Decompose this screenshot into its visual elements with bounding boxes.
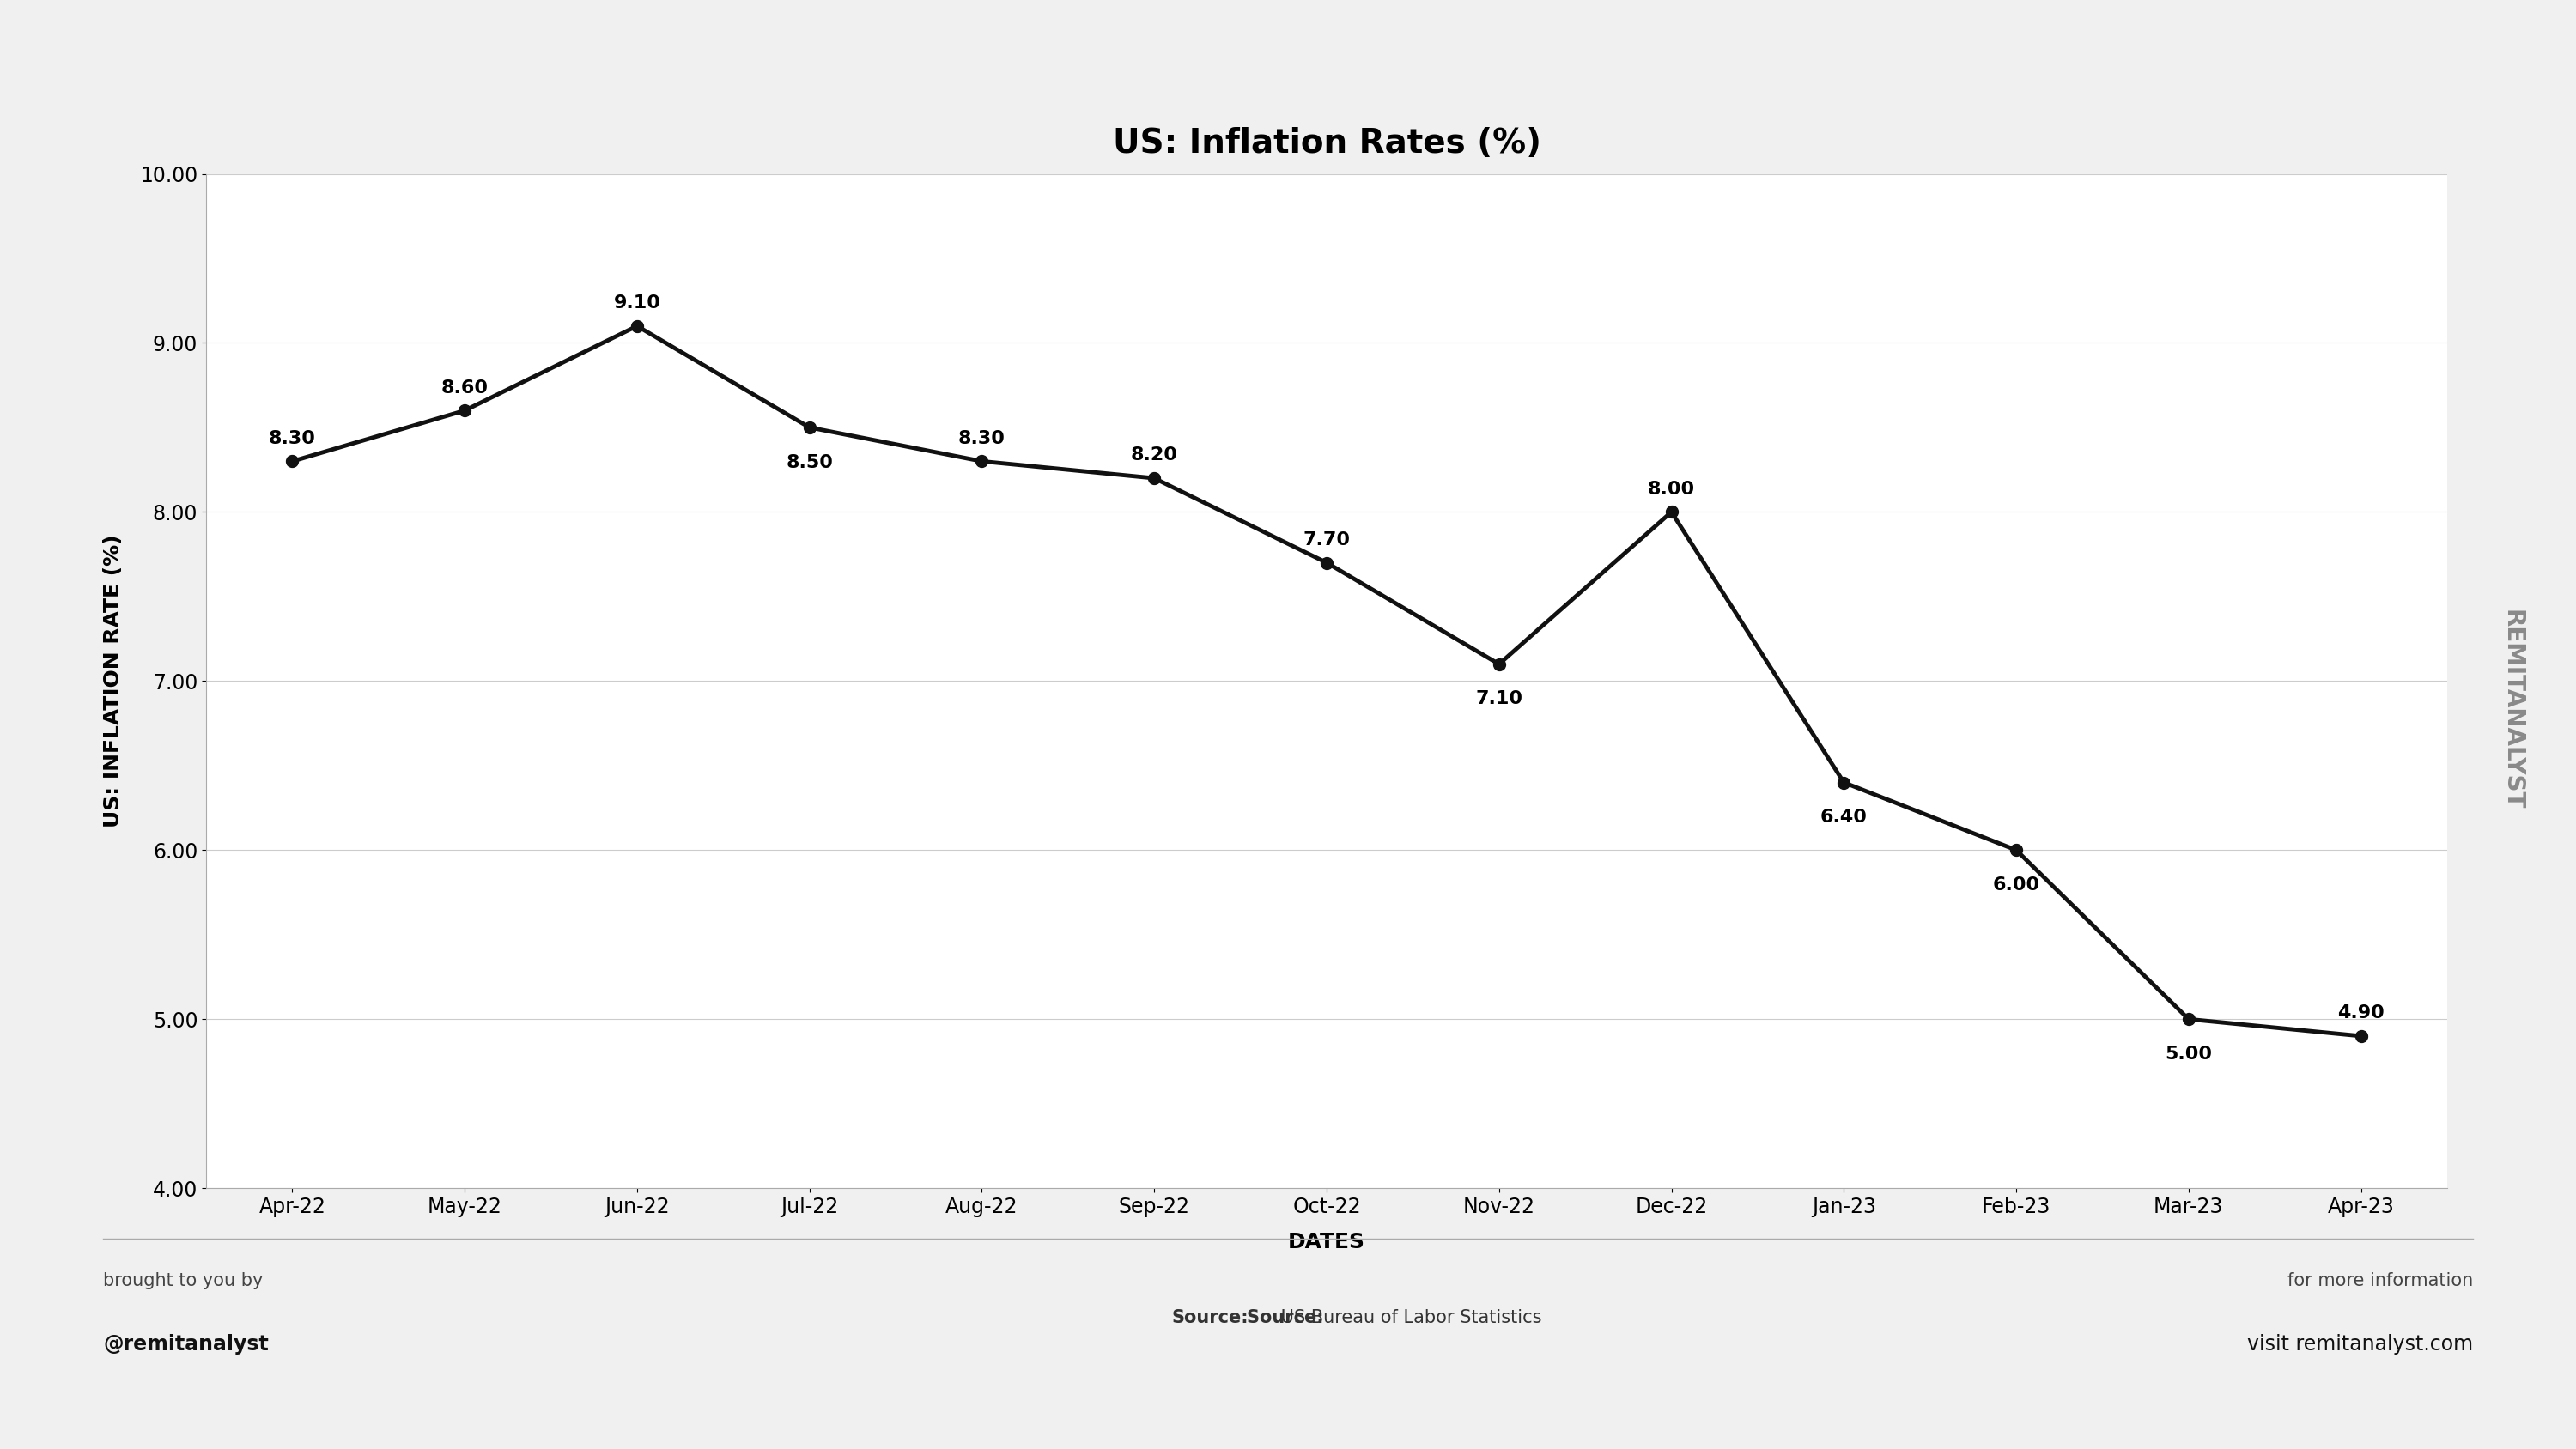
- Text: 8.50: 8.50: [786, 454, 832, 471]
- Text: 8.30: 8.30: [958, 430, 1005, 446]
- Text: 6.00: 6.00: [1994, 877, 2040, 894]
- Text: 8.00: 8.00: [1649, 481, 1695, 497]
- Text: brought to you by: brought to you by: [103, 1272, 263, 1290]
- Text: 8.30: 8.30: [268, 430, 317, 446]
- Text: US Bureau of Labor Statistics: US Bureau of Labor Statistics: [1275, 1308, 1540, 1326]
- Text: Source:: Source:: [1247, 1308, 1329, 1326]
- Text: @remitanalyst: @remitanalyst: [103, 1335, 268, 1355]
- Text: visit remitanalyst.com: visit remitanalyst.com: [2246, 1335, 2473, 1355]
- Text: 6.40: 6.40: [1821, 809, 1868, 826]
- Text: 4.90: 4.90: [2336, 1004, 2385, 1022]
- Title: US: Inflation Rates (%): US: Inflation Rates (%): [1113, 126, 1540, 159]
- Text: Source:: Source:: [1172, 1308, 1249, 1326]
- Text: 5.00: 5.00: [2164, 1045, 2213, 1062]
- Text: 7.10: 7.10: [1476, 690, 1522, 707]
- Text: 7.70: 7.70: [1303, 532, 1350, 548]
- Text: 8.60: 8.60: [440, 380, 489, 396]
- Text: REMITANALYST: REMITANALYST: [2499, 610, 2524, 810]
- Y-axis label: US: INFLATION RATE (%): US: INFLATION RATE (%): [103, 535, 124, 827]
- Text: 8.20: 8.20: [1131, 446, 1177, 464]
- Text: 9.10: 9.10: [613, 294, 659, 312]
- X-axis label: DATES: DATES: [1288, 1232, 1365, 1252]
- Text: for more information: for more information: [2287, 1272, 2473, 1290]
